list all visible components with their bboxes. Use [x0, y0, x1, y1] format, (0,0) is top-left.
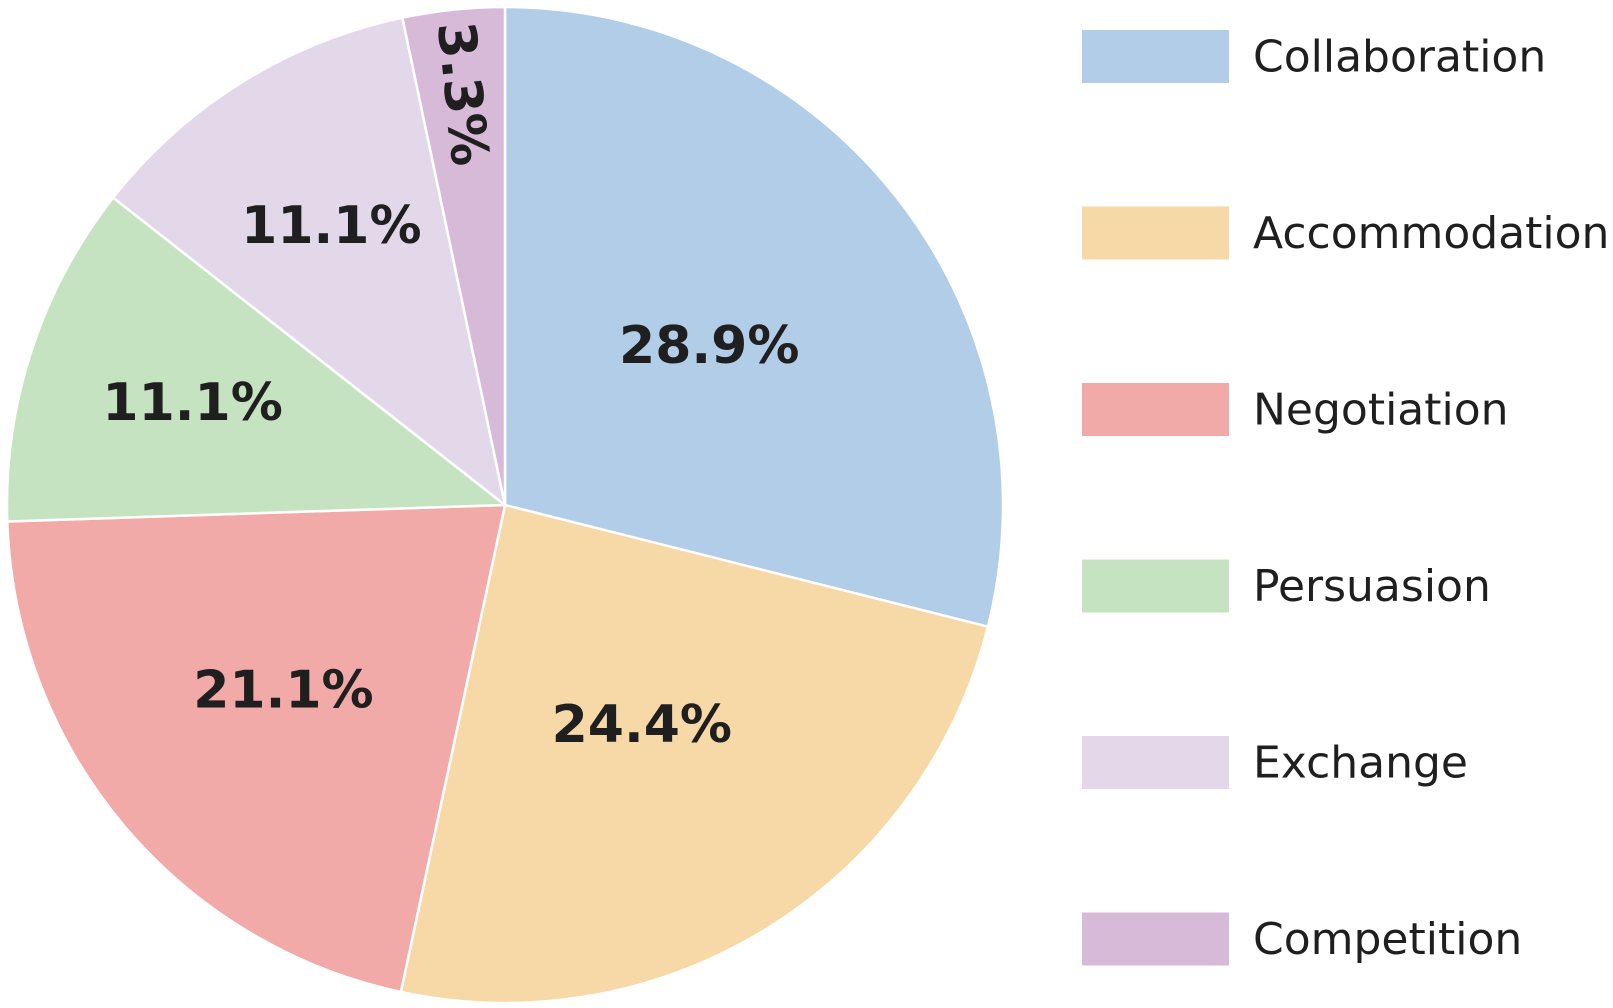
legend-label-collaboration: Collaboration — [1253, 32, 1546, 83]
legend-swatch-competition — [1082, 912, 1229, 966]
legend-swatch-exchange — [1082, 736, 1229, 789]
pie-value-label-accommodation: 24.4% — [552, 695, 732, 755]
legend-label-negotiation: Negotiation — [1253, 385, 1509, 436]
pie-value-label-collaboration: 28.9% — [619, 316, 799, 376]
legend: Collaboration Accommodation Negotiation Per… — [1082, 30, 1609, 966]
pie-value-label-negotiation: 21.1% — [193, 660, 373, 720]
pie-value-label-competition: 3.3% — [425, 19, 500, 169]
legend-label-persuasion: Persuasion — [1253, 561, 1491, 612]
pie-slice-competition — [401, 5, 507, 507]
pie-value-label-persuasion: 11.1% — [102, 373, 282, 433]
legend-swatch-persuasion — [1082, 559, 1229, 613]
legend-swatch-collaboration — [1082, 30, 1229, 83]
legend-label-competition: Competition — [1253, 914, 1522, 965]
pie-slice-accommodation — [399, 503, 990, 1005]
legend-swatch-accommodation — [1082, 206, 1229, 260]
pie-slice-persuasion — [5, 196, 507, 523]
pie-slice-negotiation — [6, 503, 507, 994]
pie-value-labels: 28.9%24.4%21.1%11.1%11.1%3.3% — [102, 19, 799, 755]
legend-label-accommodation: Accommodation — [1253, 208, 1609, 259]
pie-slices — [5, 5, 1005, 1005]
legend-label-exchange: Exchange — [1253, 738, 1468, 789]
pie-value-label-exchange: 11.1% — [241, 196, 421, 256]
pie-slice-exchange — [111, 16, 507, 507]
legend-swatch-negotiation — [1082, 383, 1229, 436]
pie-slice-collaboration — [503, 5, 1005, 628]
